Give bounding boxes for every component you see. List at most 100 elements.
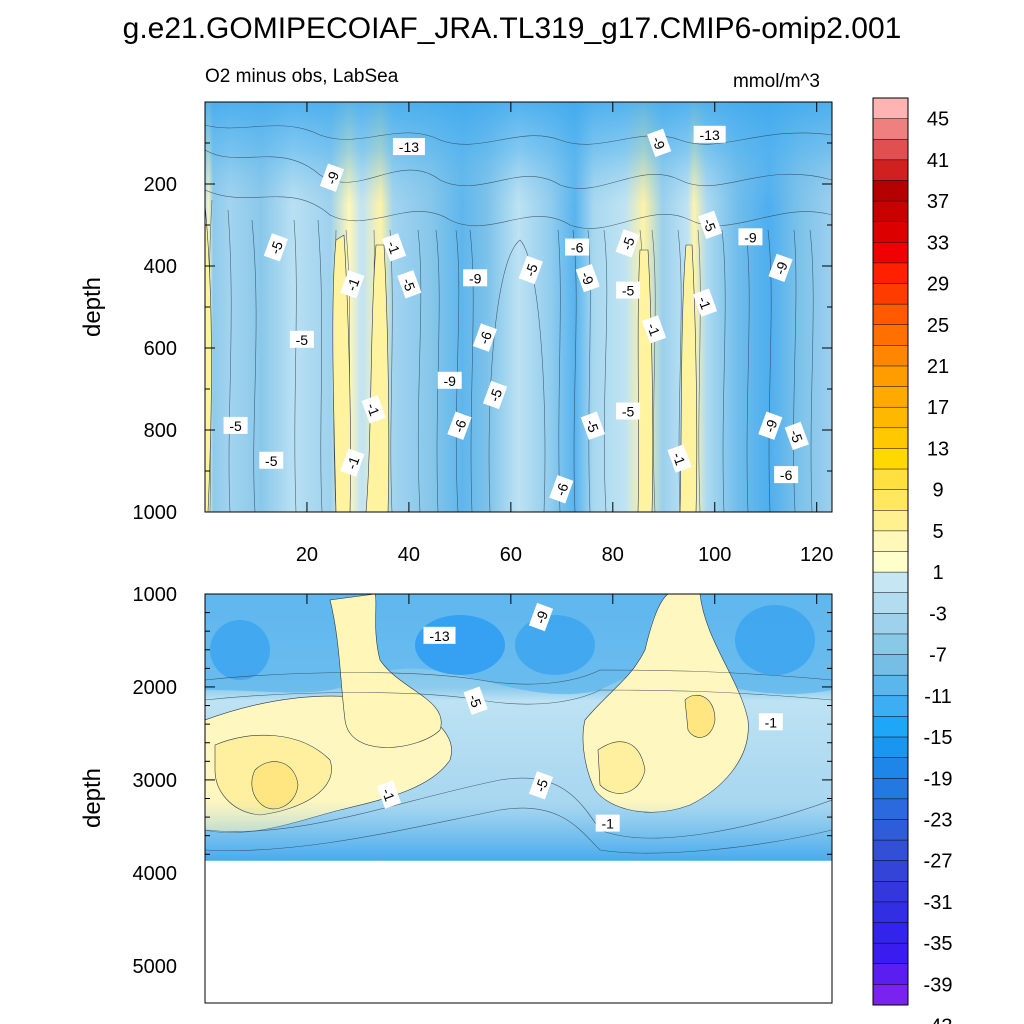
upper-y-tick-label: 200 [144,174,177,196]
contour-label-text: -5 [296,332,309,348]
colorbar-swatch [873,675,908,697]
contour-label-text: -5 [486,386,505,403]
upper-contour-labels: -13 -9 -9 -13 -5 -1 -6 -5 -5 -9 -1 -5 -9 -5 -9 -5 -9 -1 -5… [223,125,809,504]
upper-contour-lines [205,124,832,512]
upper-x-tick-label: 20 [296,544,318,566]
colorbar-swatch [873,633,908,655]
contour-label-box [518,255,543,285]
contour-label: -13 [392,138,425,156]
colorbar-label: 1 [932,562,943,584]
colorbar-label: -23 [924,809,953,831]
contour-label-box [549,475,574,504]
colorbar-swatch [873,922,908,944]
contour-label-box [693,125,726,143]
contour-label-box [768,253,793,283]
contour-label: -9 [575,263,600,293]
contour-label: -1 [381,233,407,262]
lower-y-tick-label: 1000 [133,584,178,606]
subtitle-left: O2 minus obs, LabSea [205,66,399,87]
colorbar-label: -11 [924,686,951,708]
colorbar-label: 45 [927,109,949,131]
contour-label-text: -5 [229,418,242,434]
contour-label: -1 [340,448,365,477]
upper-positive-strips [205,204,698,512]
contour-label-box [397,270,422,299]
upper-y-tick-label: 600 [144,338,177,360]
contour-label-text: -13 [700,127,720,143]
contour-label-text: -9 [443,373,456,389]
lower-no-data-area [205,860,832,1003]
contour-label-text: -5 [583,417,602,434]
contour-label-box [463,269,488,287]
lower-y-tick-label: 4000 [133,863,178,885]
contour-label: -9 [768,253,793,283]
colorbar-label: -15 [924,727,953,749]
contour-label-box [616,402,641,420]
lower-contour-labels: -13 -9 -5 -1 -5 -1 -1 [376,602,783,832]
contour-label-text: -6 [780,467,793,483]
contour-label-text: -6 [552,481,571,498]
colorbar-swatch [873,407,908,429]
upper-x-tick-label: 60 [500,544,522,566]
colorbar-swatch [873,551,908,573]
contour-label-box [263,233,288,262]
colorbar-swatch [873,180,908,202]
colorbar-swatch [873,283,908,305]
colorbar-swatch [873,221,908,243]
lower-field: -13 -9 -5 -1 -5 -1 -1 [205,594,832,861]
upper-x-tick-label: 80 [602,544,624,566]
contour-label-box [758,411,783,440]
contour-label: -9 [647,128,672,158]
contour-label-box [738,228,763,246]
contour-label: -5 [518,255,543,285]
contour-label-box [392,138,425,156]
lower-panel: -13 -9 -5 -1 -5 -1 -1 1000 2000 3000 4000 5000 dep… [79,584,833,1004]
contour-label: -9 [528,602,554,632]
contour-label: -13 [423,626,456,644]
contour-label-box [692,288,718,317]
colorbar-label: -7 [929,645,947,667]
colorbar-label: 29 [927,274,949,296]
contour-label-text: -5 [532,777,551,794]
contour-label-box [340,448,365,477]
contour-label-text: -9 [323,169,342,186]
contour-label-text: -9 [761,417,780,434]
colorbar-label: -43 [924,1016,953,1024]
contour-label-text: -1 [765,714,778,730]
colorbar-label: 33 [927,232,949,254]
lower-y-tick-label: 3000 [133,770,178,792]
lower-y-tick-label: 2000 [133,677,178,699]
contour-label-text: -5 [466,692,485,709]
contour-label-text: -6 [450,417,469,434]
upper-x-tick-label: 100 [698,544,731,566]
colorbar-label: 25 [927,315,949,337]
contour-label: -1 [361,395,386,424]
contour-label-box [437,371,462,389]
colorbar-swatch [873,201,908,222]
upper-panel: -13 -9 -9 -13 -5 -1 -6 -5 -5 -9 -1 -5 -9 -5 -9 -5 -9 -1 -5… [79,101,833,566]
colorbar-label: 17 [927,397,949,419]
contour-label: -5 [463,686,488,715]
contour-label-box [595,814,620,832]
colorbar-label: -39 [924,974,953,996]
colorbar-swatch [873,572,908,594]
contour-label: -5 [698,210,723,240]
contour-label-text: -1 [695,294,714,311]
colorbar-label: -31 [924,892,953,914]
contour-label-text: -6 [571,240,584,256]
contour-label-text: -1 [601,816,614,832]
contour-label: -1 [595,814,620,832]
lower-y-axis-label: depth [79,768,106,828]
contour-label-box [482,380,508,410]
contour-label-box [616,281,641,299]
contour-label-box [615,229,640,258]
contour-label-text: -1 [384,239,403,256]
colorbar-swatch [873,737,908,758]
lower-upper-band [205,594,832,695]
contour-label-text: -1 [364,401,383,418]
colorbar-label: -3 [929,603,947,625]
colorbar-swatch [873,448,908,470]
contour-label: -5 [528,771,554,800]
contour-label-box [223,416,248,434]
